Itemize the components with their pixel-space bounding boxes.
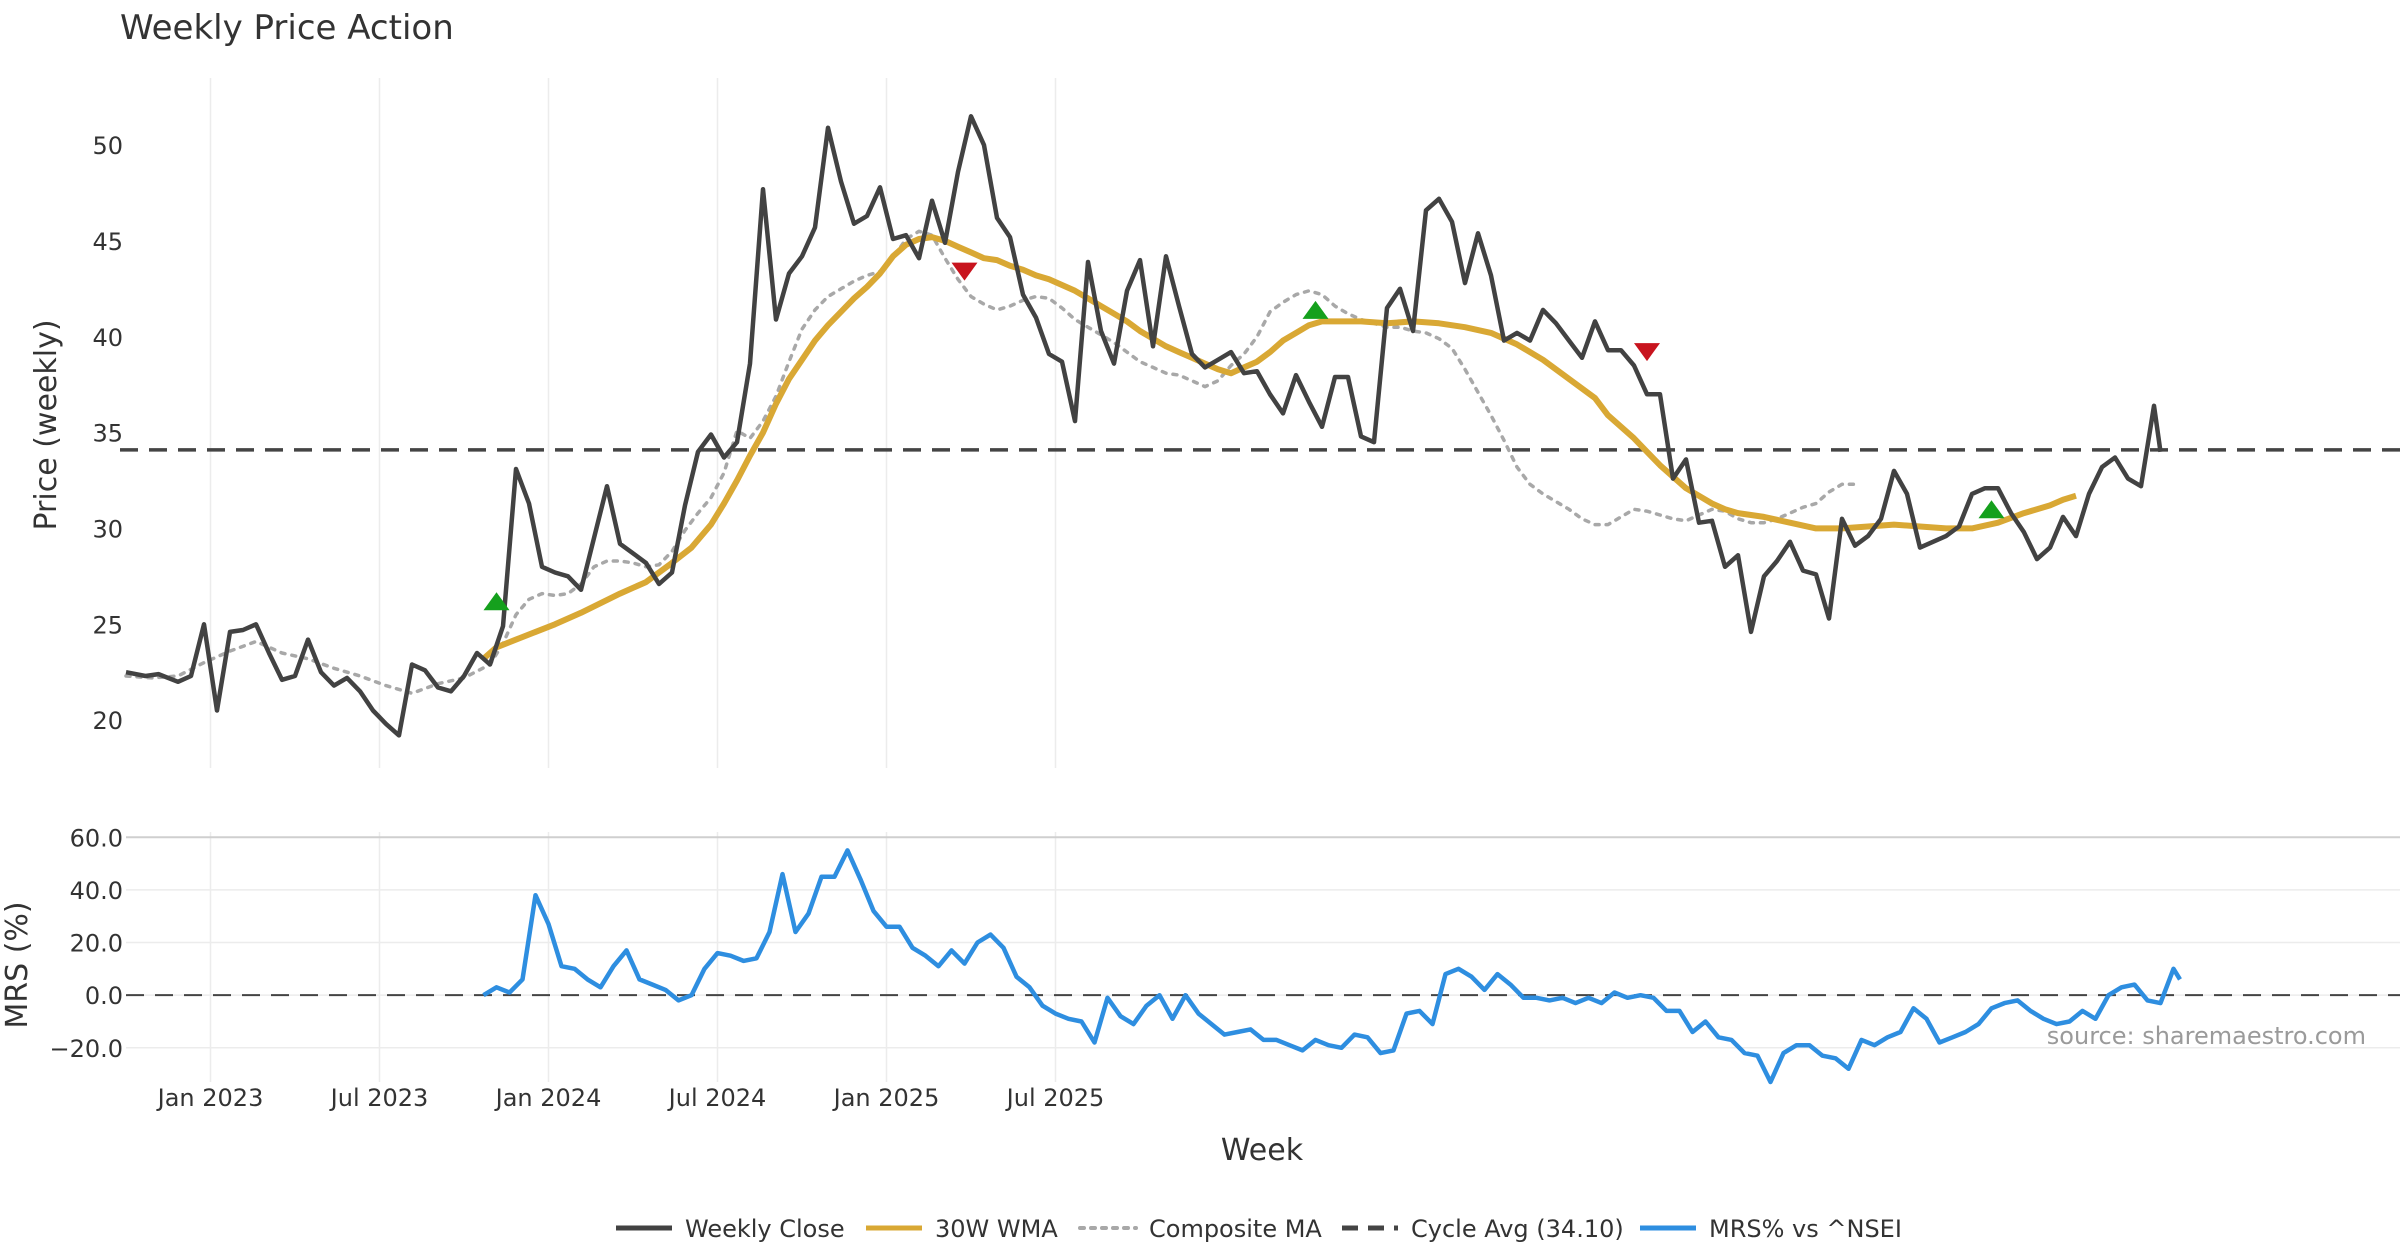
mrs-axis-title: MRS (%) [0, 901, 35, 1028]
price-y-tick-label: 45 [92, 228, 123, 256]
x-axis: Jan 2023 Jul 2023 Jan 2024 Jul 2024 Jan 2025… [156, 1084, 1105, 1112]
buy-signal-marker [483, 592, 510, 611]
sell-signal-marker [951, 262, 978, 281]
legend-label: Cycle Avg (34.10) [1411, 1215, 1624, 1243]
x-tick-label: Jul 2025 [1005, 1084, 1105, 1112]
source-note: source: sharemaestro.com [2047, 1022, 2366, 1050]
wma-30w-line [481, 234, 2077, 662]
x-tick-label: Jan 2025 [832, 1084, 940, 1112]
price-panel: 20 25 30 35 40 45 50 [92, 78, 2400, 768]
legend: Weekly Close 30W WMA Composite MA Cycle Avg… [616, 1215, 1902, 1243]
legend-label: Composite MA [1149, 1215, 1322, 1243]
legend-label: Weekly Close [685, 1215, 845, 1243]
mrs-y-tick-label: 60.0 [70, 824, 123, 852]
x-tick-label: Jan 2023 [156, 1084, 264, 1112]
mrs-y-tick-label: −20.0 [49, 1035, 123, 1063]
price-y-tick-label: 25 [92, 611, 123, 639]
mrs-y-tick-label: 40.0 [70, 877, 123, 905]
x-tick-label: Jul 2024 [667, 1084, 767, 1112]
buy-signal-marker [1302, 300, 1329, 319]
chart-title: Weekly Price Action [120, 8, 454, 48]
sell-signal-marker [1634, 343, 1660, 362]
weekly-close-line [125, 114, 2163, 738]
x-tick-label: Jan 2024 [494, 1084, 602, 1112]
mrs-y-tick-label: 20.0 [70, 930, 123, 958]
buy-signal-marker [1978, 500, 2005, 519]
legend-label: 30W WMA [935, 1215, 1058, 1243]
price-y-tick-label: 20 [92, 707, 123, 735]
mrs-panel: −20.0 0.0 20.0 40.0 60.0 [49, 824, 2400, 1085]
mrs-y-tick-label: 0.0 [85, 982, 123, 1010]
x-tick-label: Jul 2023 [329, 1084, 429, 1112]
legend-label: MRS% vs ^NSEI [1709, 1215, 1902, 1243]
composite-ma-line [124, 229, 1857, 696]
price-y-tick-label: 35 [92, 420, 123, 448]
price-y-tick-label: 40 [92, 324, 123, 352]
mrs-line [482, 848, 2182, 1085]
price-y-tick-label: 30 [92, 515, 123, 543]
price-axis-title: Price (weekly) [29, 319, 64, 530]
price-y-tick-label: 50 [92, 132, 123, 160]
x-axis-title: Week [1221, 1133, 1304, 1168]
